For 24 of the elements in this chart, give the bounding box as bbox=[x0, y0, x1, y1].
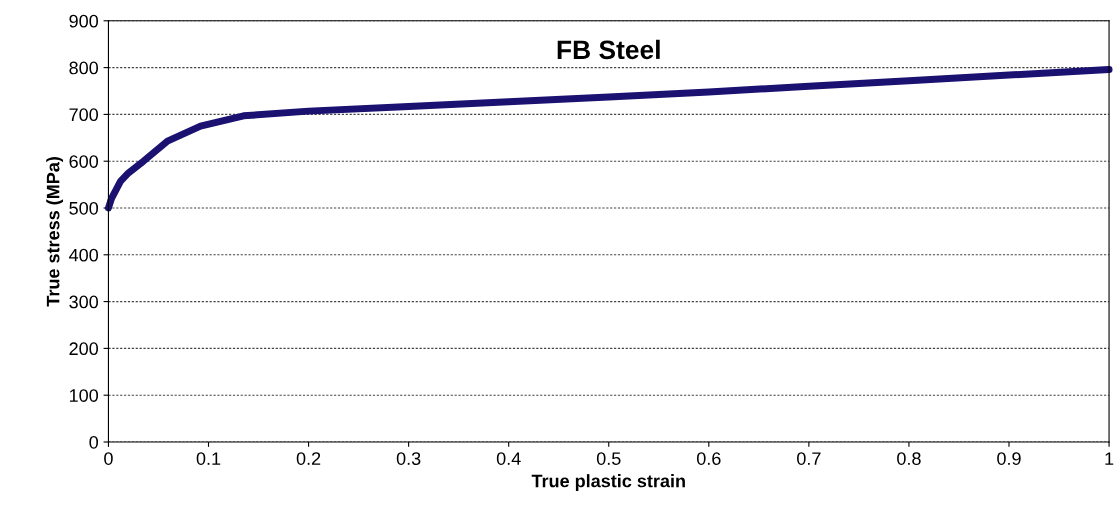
y-tick-label: 700 bbox=[69, 108, 99, 122]
x-tick-label: 0.8 bbox=[897, 452, 921, 465]
y-tick-label: 200 bbox=[69, 342, 99, 356]
y-tick-label: 600 bbox=[69, 155, 99, 168]
y-tick-label: 800 bbox=[69, 61, 99, 75]
x-tick-label: 0.1 bbox=[196, 452, 221, 465]
text: FB Steel bbox=[557, 39, 660, 60]
x-tick-label: 0 bbox=[104, 452, 113, 465]
y-tick-label: 0 bbox=[89, 435, 99, 449]
y-tick-label: 300 bbox=[69, 295, 99, 309]
y-axis-title: True stress (MPa) bbox=[46, 157, 64, 307]
x-tick-label: 1 bbox=[1105, 452, 1114, 465]
y-tick-label: 100 bbox=[69, 389, 99, 402]
x-axis-title: True plastic strain bbox=[531, 474, 685, 491]
x-tick-label: 0.4 bbox=[496, 452, 521, 465]
y-tick-label: 500 bbox=[69, 201, 99, 215]
x-tick-label: 0.5 bbox=[596, 452, 621, 465]
x-tick-label: 0.3 bbox=[396, 452, 421, 465]
x-tick-label: 0.7 bbox=[797, 452, 821, 465]
y-tick-label: 900 bbox=[69, 14, 99, 28]
x-tick-label: 0.9 bbox=[997, 452, 1021, 465]
x-tick-label: 0.2 bbox=[296, 452, 321, 465]
y-tick-label: 400 bbox=[69, 248, 99, 262]
x-tick-label: 0.6 bbox=[696, 452, 721, 465]
